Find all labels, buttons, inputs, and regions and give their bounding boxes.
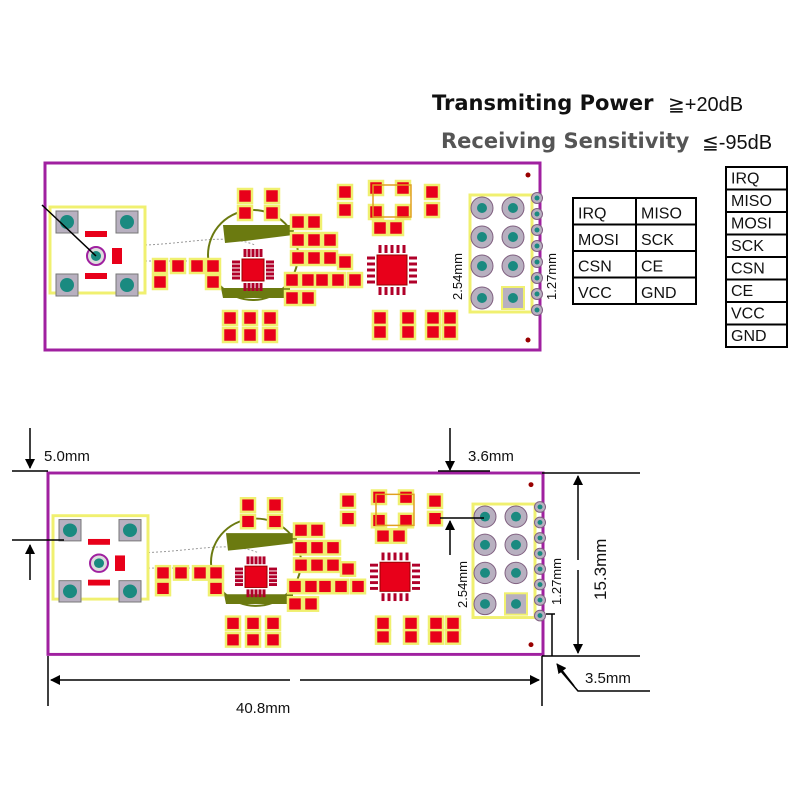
pitch-large-label: 2.54mm <box>450 253 465 300</box>
board-width-label: 40.8mm <box>236 700 290 717</box>
pin-label: CE <box>641 259 663 276</box>
pin-label: SCK <box>641 232 674 249</box>
pin-label: VCC <box>731 306 765 323</box>
pitch-large-label-2: 2.54mm <box>455 561 470 608</box>
pin-label: GND <box>731 328 767 345</box>
pin-label: MOSI <box>731 216 772 233</box>
antenna-pointer <box>41 204 97 257</box>
antenna-offset-label: 5.0mm <box>44 448 90 465</box>
pin-offset-label: 3.5mm <box>585 670 631 687</box>
pin-label: IRQ <box>578 206 606 223</box>
pin-label: IRQ <box>731 171 759 188</box>
pin-label: VCC <box>578 285 612 302</box>
table-cell <box>635 250 697 279</box>
pin-label: CSN <box>731 261 765 278</box>
pitch-small-label: 1.27mm <box>544 253 559 300</box>
table-cell <box>635 197 697 226</box>
pin-label: CSN <box>578 259 612 276</box>
pcb-dimension-view <box>46 471 547 656</box>
pin-label: MOSI <box>578 232 619 249</box>
pin-label: MISO <box>641 206 682 223</box>
pin-label: GND <box>641 285 677 302</box>
table-cell <box>635 276 697 305</box>
receive-sensitivity-value: ≦-95dB <box>702 132 772 154</box>
pcb-top-view <box>43 161 544 352</box>
table-cell <box>725 323 788 348</box>
pitch-small-label-2: 1.27mm <box>549 558 564 605</box>
pin-table-grid: IRQ MISO MOSI SCK CSN CE VCC GND <box>572 197 697 305</box>
pin-label: SCK <box>731 238 764 255</box>
transmit-power-value: ≧+20dB <box>668 94 743 116</box>
pin-table-list: IRQ MISO MOSI SCK CSN CE VCC GND <box>725 166 788 348</box>
receive-sensitivity-label: Receiving Sensitivity <box>441 129 690 153</box>
board-height-label: 15.3mm <box>591 539 610 600</box>
dimension-lines <box>12 428 650 706</box>
pin-label: CE <box>731 283 753 300</box>
header-offset-label: 3.6mm <box>468 448 514 465</box>
transmit-power-label: Transmiting Power <box>432 91 654 115</box>
pin-label: MISO <box>731 193 772 210</box>
